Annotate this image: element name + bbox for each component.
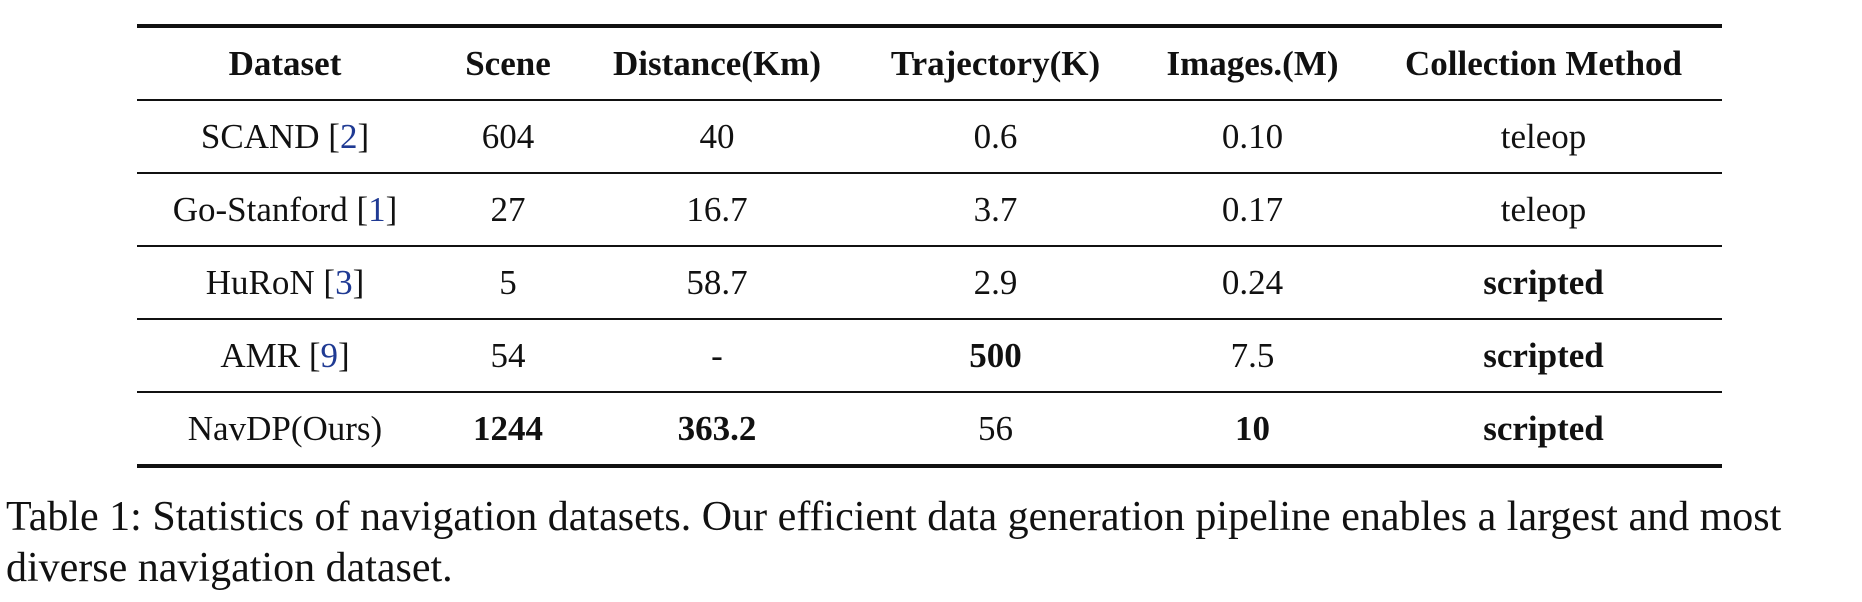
cell-scene: 1244 [473, 408, 543, 448]
dataset-name: SCAND [200, 116, 320, 156]
dataset-name: Go-Stanford [172, 189, 348, 229]
cell-trajectory: 3.7 [973, 189, 1018, 229]
table-row: HuRoN [3] 5 58.7 2.9 0.24 scripted [137, 246, 1722, 319]
cell-method: scripted [1483, 262, 1604, 302]
header-row: Dataset Scene Distance(Km) Trajectory(K)… [137, 26, 1722, 100]
cell-scene: 604 [481, 116, 535, 156]
table-row: SCAND [2] 604 40 0.6 0.10 teleop [137, 100, 1722, 173]
dataset-statistics-table-container: Dataset Scene Distance(Km) Trajectory(K)… [137, 24, 1722, 468]
header-images: Images.(M) [1166, 43, 1339, 83]
citation-link[interactable]: 1 [368, 189, 386, 229]
cell-trajectory: 0.6 [973, 116, 1018, 156]
cell-dataset: NavDP(Ours) [137, 392, 433, 466]
cell-images: 0.24 [1221, 262, 1284, 302]
cell-images: 0.10 [1221, 116, 1284, 156]
cell-distance: 58.7 [686, 262, 748, 302]
table-caption: Table 1: Statistics of navigation datase… [6, 494, 1782, 591]
cell-dataset: SCAND [2] [200, 116, 370, 156]
cell-dataset: HuRoN [3] [205, 262, 365, 302]
cell-images: 10 [1235, 408, 1270, 448]
table-row: NavDP(Ours) 1244 363.2 56 10 scripted [137, 392, 1722, 466]
table-row: AMR [9] 54 - 500 7.5 scripted [137, 319, 1722, 392]
table-header: Dataset Scene Distance(Km) Trajectory(K)… [137, 26, 1722, 100]
citation-link[interactable]: 3 [335, 262, 353, 302]
header-distance: Distance(Km) [612, 43, 821, 83]
cell-method: teleop [1500, 116, 1587, 156]
cell-trajectory: 2.9 [973, 262, 1018, 302]
cell-scene: 5 [499, 262, 517, 302]
cell-dataset: Go-Stanford [1] [172, 189, 398, 229]
header-dataset: Dataset [228, 43, 342, 83]
citation-link[interactable]: 9 [320, 335, 339, 375]
cell-distance: 16.7 [686, 189, 748, 229]
cell-images: 0.17 [1221, 189, 1284, 229]
cell-distance: - [711, 335, 723, 375]
cell-dataset: AMR [9] [220, 335, 350, 375]
cell-distance: 363.2 [677, 408, 757, 448]
cell-method: scripted [1483, 408, 1604, 448]
cell-images: 7.5 [1230, 335, 1275, 375]
table-body: SCAND [2] 604 40 0.6 0.10 teleop Go-Stanford [… [137, 100, 1722, 466]
dataset-name: AMR [220, 335, 301, 375]
cell-trajectory: 56 [978, 408, 1013, 448]
cell-scene: 54 [490, 335, 526, 375]
dataset-name: NavDP(Ours) [187, 408, 383, 448]
cell-trajectory: 500 [969, 335, 1022, 375]
header-scene: Scene [465, 43, 551, 83]
dataset-statistics-table: Dataset Scene Distance(Km) Trajectory(K)… [137, 24, 1722, 468]
header-trajectory: Trajectory(K) [890, 43, 1101, 83]
table-row: Go-Stanford [1] 27 16.7 3.7 0.17 teleop [137, 173, 1722, 246]
cell-method: scripted [1483, 335, 1604, 375]
dataset-name: HuRoN [205, 262, 315, 302]
cell-distance: 40 [699, 116, 735, 156]
cell-scene: 27 [490, 189, 526, 229]
header-collection-method: Collection Method [1404, 43, 1683, 83]
citation-link[interactable]: 2 [339, 116, 358, 156]
cell-method: teleop [1500, 189, 1587, 229]
